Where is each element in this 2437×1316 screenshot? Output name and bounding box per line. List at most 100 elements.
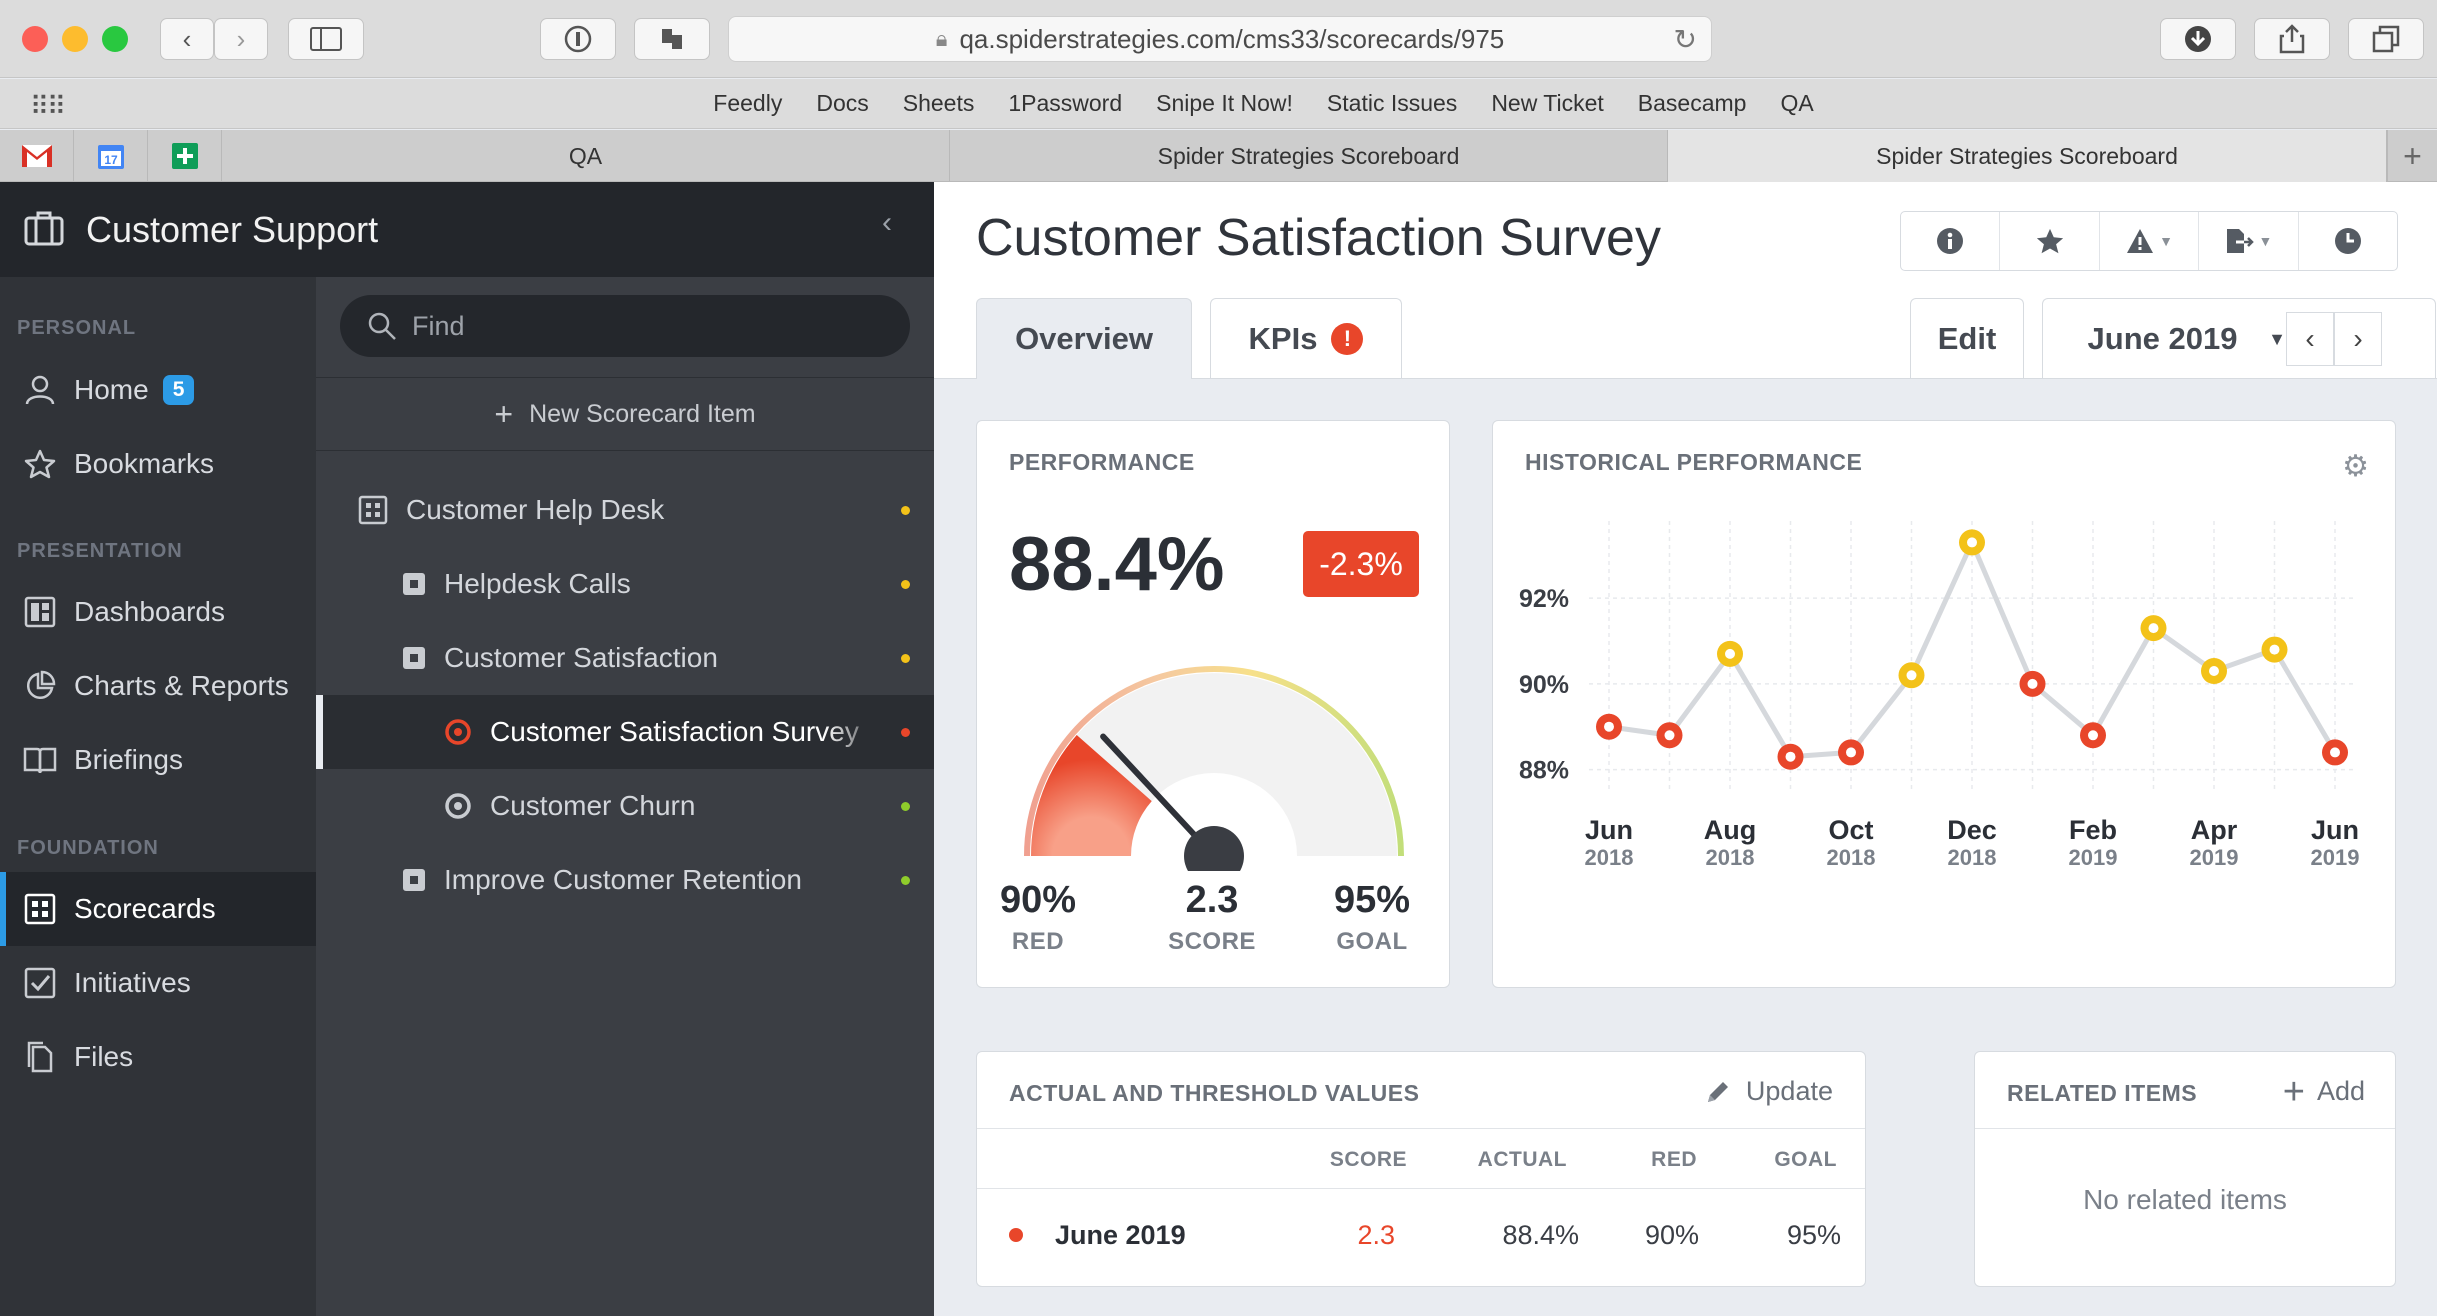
apps-grid-icon[interactable]: ⠿⠿ [30, 91, 66, 121]
pinned-tab-sheets[interactable] [148, 130, 222, 182]
bookmark-link[interactable]: 1Password [1008, 90, 1123, 116]
collapse-sidebar-icon[interactable]: ‹ [882, 206, 892, 239]
tree-item-customer-help-desk[interactable]: Customer Help Desk [316, 473, 934, 547]
url-text: qa.spiderstrategies.com/cms33/scorecards… [959, 23, 1505, 54]
nav-item-charts-reports[interactable]: Charts & Reports [0, 649, 316, 723]
extension-button[interactable] [634, 18, 710, 60]
period-selector[interactable]: June 2019 ▼ [2042, 298, 2332, 378]
score-stat: 2.3 SCORE [1137, 879, 1287, 956]
edit-button[interactable]: Edit [1910, 298, 2024, 378]
bookmark-button[interactable] [2000, 212, 2100, 270]
nav-item-initiatives[interactable]: Initiatives [0, 946, 316, 1020]
address-bar[interactable]: 🔒︎ qa.spiderstrategies.com/cms33/scoreca… [728, 16, 1712, 62]
share-button[interactable] [2254, 18, 2330, 60]
export-dropdown[interactable]: ▼ [2199, 212, 2299, 270]
nav-section-presentation: PRESENTATION [17, 540, 183, 562]
row-score: 2.3 [1357, 1220, 1395, 1250]
close-window-button[interactable] [22, 26, 48, 52]
new-scorecard-item-button[interactable]: + New Scorecard Item [316, 377, 934, 451]
nav-item-briefings[interactable]: Briefings [0, 723, 316, 797]
tree-item-label: Customer Churn [490, 790, 696, 821]
browser-tab[interactable]: QA [222, 130, 950, 182]
tab-kpis[interactable]: KPIs! [1210, 298, 1402, 378]
back-button[interactable]: ‹ [160, 18, 214, 60]
nav-item-scorecards[interactable]: Scorecards [0, 872, 316, 946]
text-fade [824, 695, 884, 769]
tree-item-customer-satisfaction[interactable]: Customer Satisfaction [316, 621, 934, 695]
y-tick-label: 92% [1519, 585, 1569, 613]
bookmark-link[interactable]: Sheets [902, 90, 975, 116]
historical-title: HISTORICAL PERFORMANCE [1525, 449, 1863, 475]
x-tick-year: 2019 [2069, 845, 2118, 870]
chevron-left-icon: ‹ [2305, 323, 2315, 354]
tree-item-customer-satisfaction-survey[interactable]: Customer Satisfaction Survey [316, 695, 934, 769]
chart-settings-gear-icon[interactable]: ⚙ [2342, 450, 2369, 483]
history-button[interactable] [2299, 212, 2397, 270]
historical-line-chart: 88%90%92%Jun2018Aug2018Oct2018Dec2018Feb… [1519, 521, 2360, 870]
add-label: Add [2316, 1076, 2365, 1106]
main-header: Customer Satisfaction Survey ▼ ▼ Overvie… [934, 182, 2437, 379]
nav-item-dashboards[interactable]: Dashboards [0, 575, 316, 649]
bookmark-link[interactable]: Docs [816, 90, 869, 116]
tree-item-label: Helpdesk Calls [444, 568, 631, 599]
nav-item-label: Charts & Reports [74, 670, 289, 701]
performance-gauge [1024, 666, 1404, 871]
x-tick-year: 2018 [1585, 845, 1634, 870]
info-button[interactable] [1901, 212, 2001, 270]
minimize-window-button[interactable] [62, 26, 88, 52]
pinned-tab-calendar[interactable]: 17 [74, 130, 148, 182]
downloads-button[interactable] [2160, 18, 2236, 60]
find-box[interactable] [340, 295, 910, 357]
lock-icon: 🔒︎ [935, 26, 948, 51]
share-icon [2279, 24, 2305, 54]
bookmark-link[interactable]: QA [1780, 90, 1814, 116]
nav-item-home[interactable]: Home 5 [0, 353, 316, 427]
password-manager-button[interactable] [540, 18, 616, 60]
x-tick-year: 2019 [2190, 845, 2239, 870]
nav-item-files[interactable]: Files [0, 1020, 316, 1094]
x-tick-month: Feb [2069, 815, 2117, 845]
next-period-button[interactable]: › [2334, 312, 2382, 366]
x-tick-year: 2019 [2311, 845, 2360, 870]
tab-overview-button[interactable] [2348, 18, 2424, 60]
chevron-right-icon: › [236, 23, 246, 54]
checkbox-icon [24, 967, 56, 999]
bookmark-link[interactable]: Basecamp [1637, 90, 1747, 116]
tab-overview[interactable]: Overview [976, 298, 1192, 379]
tree-item-improve-customer-retention[interactable]: Improve Customer Retention [316, 843, 934, 917]
reload-icon[interactable]: ↻ [1673, 24, 1697, 55]
x-tick-year: 2018 [1948, 845, 1997, 870]
related-items-card: RELATED ITEMS + Add No related items [1974, 1051, 2396, 1287]
bookmark-link[interactable]: Static Issues [1326, 90, 1458, 116]
info-icon [1937, 228, 1964, 254]
row-goal: 95% [1786, 1220, 1841, 1250]
pinned-tab-gmail[interactable] [0, 130, 74, 182]
nav-item-label: Initiatives [74, 967, 191, 998]
tree-item-customer-churn[interactable]: Customer Churn [316, 769, 934, 843]
tabs-icon [2372, 25, 2400, 53]
objective-icon [403, 647, 425, 669]
bookmark-link[interactable]: New Ticket [1491, 90, 1604, 116]
data-point-center [2209, 666, 2219, 676]
update-button[interactable]: Update [1704, 1076, 1833, 1107]
alerts-dropdown[interactable]: ▼ [2100, 212, 2200, 270]
forward-button[interactable]: › [214, 18, 268, 60]
main-navigation: PERSONAL Home 5 Bookmarks PRESENTATION D… [0, 277, 316, 1316]
red-threshold-stat: 90% RED [963, 879, 1113, 956]
tree-item-helpdesk-calls[interactable]: Helpdesk Calls [316, 547, 934, 621]
find-input[interactable] [412, 310, 892, 342]
chevron-left-icon: ‹ [182, 23, 192, 54]
nav-item-bookmarks[interactable]: Bookmarks [0, 427, 316, 501]
browser-tab[interactable]: Spider Strategies Scoreboard [950, 130, 1668, 182]
bookmark-link[interactable]: Feedly [713, 90, 783, 116]
sidebar-toggle-button[interactable] [288, 18, 364, 60]
performance-value: 88.4% [1009, 522, 1225, 607]
score-label: SCORE [1168, 928, 1256, 955]
scorecard-icon [24, 893, 56, 925]
bookmark-link[interactable]: Snipe It Now! [1156, 90, 1293, 116]
add-related-button[interactable]: + Add [2283, 1073, 2365, 1111]
browser-tab-active[interactable]: Spider Strategies Scoreboard [1668, 130, 2387, 182]
new-tab-button[interactable]: + [2387, 130, 2437, 182]
previous-period-button[interactable]: ‹ [2286, 312, 2334, 366]
zoom-window-button[interactable] [102, 26, 128, 52]
